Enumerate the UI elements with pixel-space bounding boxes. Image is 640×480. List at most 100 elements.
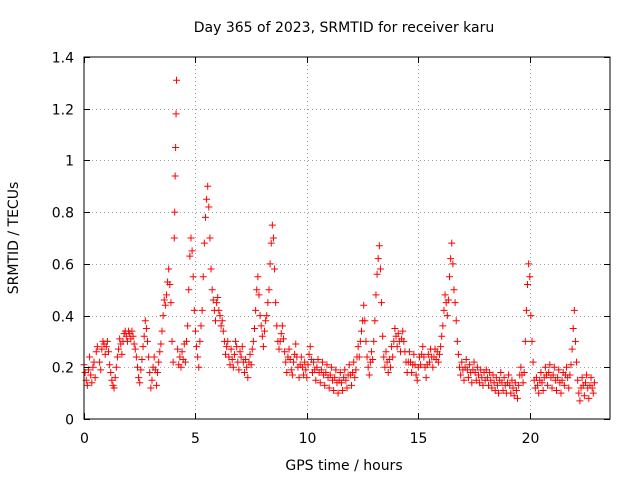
data-point: [128, 327, 136, 335]
data-point: [534, 381, 542, 389]
data-point: [174, 345, 182, 353]
data-point: [361, 317, 369, 325]
data-point: [197, 322, 205, 330]
data-point: [282, 358, 290, 366]
data-point: [131, 345, 139, 353]
data-point: [251, 325, 259, 332]
data-point: [295, 374, 303, 382]
data-point: [206, 234, 214, 242]
data-point: [148, 376, 156, 384]
data-point: [235, 366, 243, 374]
data-point: [322, 368, 330, 376]
data-point: [343, 384, 351, 392]
data-point: [158, 327, 166, 335]
data-point: [110, 384, 118, 392]
data-point: [212, 317, 219, 325]
data-point: [105, 348, 113, 356]
data-point: [281, 348, 289, 356]
data-point: [495, 389, 503, 397]
data-point: [576, 397, 584, 405]
data-point: [460, 376, 468, 384]
data-point: [570, 306, 578, 314]
data-point: [214, 293, 222, 301]
y-tick-label: 1: [65, 154, 74, 170]
data-point: [339, 387, 347, 395]
data-point: [316, 379, 324, 387]
data-point: [303, 374, 311, 382]
data-point: [156, 348, 164, 356]
data-point: [389, 353, 397, 361]
data-point: [305, 350, 313, 358]
data-point: [266, 260, 274, 268]
data-point: [587, 374, 595, 382]
data-point: [314, 356, 322, 364]
data-point: [354, 343, 362, 351]
data-point: [98, 345, 106, 353]
data-point: [186, 252, 194, 260]
data-point: [585, 394, 593, 402]
data-point: [144, 337, 152, 345]
data-point: [223, 343, 231, 351]
chart-title: Day 365 of 2023, SRMTID for receiver kar…: [194, 20, 494, 36]
data-point: [521, 337, 529, 345]
data-point: [264, 299, 272, 307]
data-point: [380, 353, 388, 361]
data-point: [92, 348, 100, 356]
data-point: [185, 286, 193, 294]
y-axis-label: SRMTID / TECUs: [6, 182, 22, 295]
data-point: [526, 273, 534, 281]
data-point: [546, 361, 554, 369]
data-point: [412, 371, 420, 379]
data-point: [529, 358, 537, 366]
x-tick-labels: 0 5 10 15 20: [80, 431, 539, 447]
data-point: [453, 337, 461, 345]
data-point: [330, 387, 338, 395]
data-point: [441, 291, 449, 299]
data-point: [139, 343, 147, 351]
data-point: [97, 366, 105, 374]
data-point: [413, 376, 421, 384]
data-point: [172, 110, 180, 118]
data-point: [171, 208, 179, 216]
data-point: [199, 273, 207, 281]
data-point: [102, 343, 110, 351]
data-point: [112, 363, 120, 371]
data-point: [419, 343, 427, 351]
data-point: [216, 312, 224, 320]
data-point: [279, 335, 287, 343]
data-point: [240, 368, 248, 376]
data-point: [325, 384, 333, 392]
data-point: [566, 371, 574, 379]
data-point: [107, 368, 115, 376]
data-point: [187, 234, 195, 242]
data-point: [362, 337, 370, 345]
data-point: [444, 296, 452, 304]
data-point: [106, 361, 114, 369]
data-point: [410, 350, 418, 358]
data-point: [466, 361, 474, 369]
data-point: [549, 371, 557, 379]
data-point: [86, 353, 94, 361]
data-point: [437, 343, 445, 351]
data-point: [334, 389, 342, 397]
data-point: [93, 343, 101, 351]
data-point: [514, 394, 522, 402]
data-point: [167, 299, 175, 307]
data-point: [446, 273, 454, 281]
data-point: [91, 374, 99, 382]
data-point: [327, 363, 335, 371]
data-point: [243, 363, 251, 371]
data-point: [218, 317, 226, 325]
data-point: [159, 312, 167, 320]
data-point: [160, 296, 168, 304]
data-point: [288, 371, 296, 379]
data-point: [271, 265, 279, 273]
data-point: [544, 381, 552, 389]
data-point: [312, 376, 320, 384]
data-point: [136, 379, 144, 387]
data-point: [111, 374, 119, 382]
data-point: [589, 389, 597, 397]
y-tick-label: 0.4: [52, 310, 74, 326]
data-point: [454, 350, 462, 358]
